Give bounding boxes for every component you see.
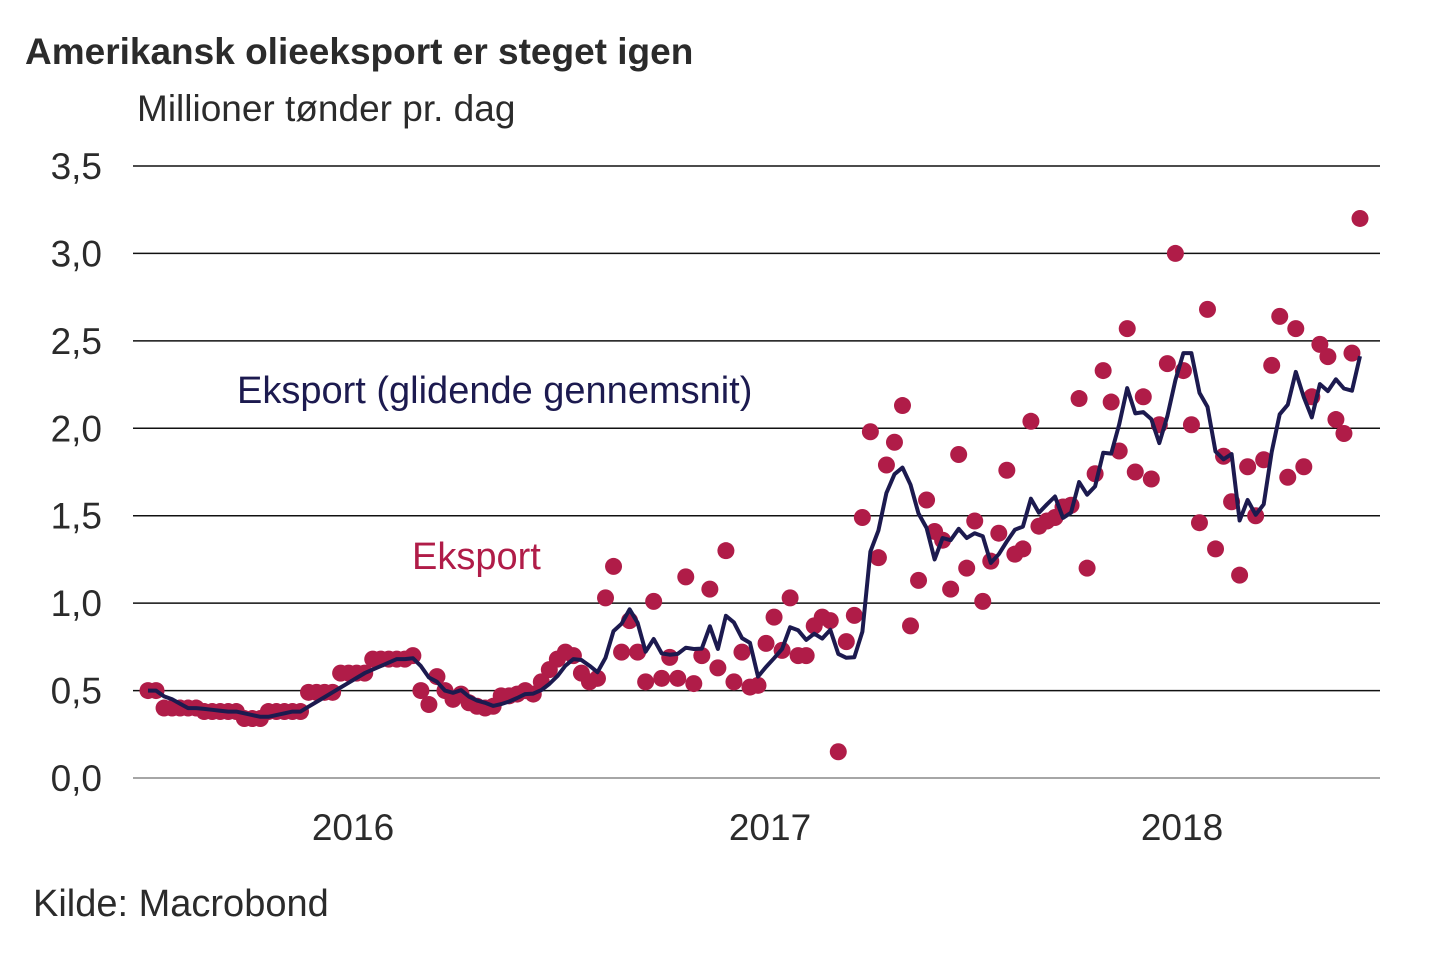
x-tick-label: 2017 [729, 807, 811, 848]
y-tick-label: 2,0 [51, 408, 102, 449]
export-dot [837, 633, 855, 651]
export-dot [597, 589, 615, 607]
export-dot [821, 612, 839, 630]
export-dot [1343, 344, 1361, 362]
export-dot [749, 676, 767, 694]
export-dot [1014, 540, 1032, 558]
export-dot [717, 542, 735, 560]
export-dot [1295, 458, 1313, 476]
export-dot [669, 669, 687, 687]
export-dot [420, 696, 438, 714]
y-tick-label: 2,5 [51, 321, 102, 362]
x-tick-label: 2016 [312, 807, 394, 848]
export-dot [893, 397, 911, 415]
export-dot [645, 592, 663, 610]
export-dot [942, 580, 960, 598]
export-dot [950, 446, 968, 464]
export-dot [877, 456, 895, 474]
export-dot [966, 512, 984, 530]
export-dot [588, 669, 606, 687]
export-dot [1102, 393, 1120, 411]
export-dot [1239, 458, 1257, 476]
export-dot [1351, 209, 1369, 227]
export-dot [990, 524, 1008, 542]
export-dot [1134, 388, 1152, 406]
export-dot [693, 647, 711, 665]
export-dot [1190, 514, 1208, 532]
export-dot [781, 589, 799, 607]
y-tick-label: 1,5 [51, 496, 102, 537]
export-dot [653, 669, 671, 687]
export-dot [733, 643, 751, 661]
export-dot [1271, 307, 1289, 325]
export-dot [1094, 362, 1112, 380]
export-dot [709, 659, 727, 677]
export-dot [765, 608, 783, 626]
export-dot [853, 508, 871, 526]
y-tick-label: 0,5 [51, 671, 102, 712]
export-dot [1287, 320, 1305, 338]
source-note: Kilde: Macrobond [33, 883, 329, 925]
export-dot [902, 617, 920, 635]
export-dot [629, 643, 647, 661]
export-dot [1022, 412, 1040, 430]
export-dot [412, 682, 430, 700]
export-dot [885, 433, 903, 451]
export-dot [1335, 425, 1353, 443]
y-axis-label: Millioner tønder pr. dag [137, 88, 515, 129]
export-dot [677, 568, 695, 586]
export-dot [1166, 244, 1184, 262]
export-dot [1319, 348, 1337, 366]
export-dot [701, 580, 719, 598]
export-dot [1118, 320, 1136, 338]
export-dot [958, 559, 976, 577]
export-dot [845, 606, 863, 624]
export-dot [829, 743, 847, 761]
export-dot [637, 673, 655, 691]
y-tick-label: 1,0 [51, 583, 102, 624]
x-tick-label: 2018 [1141, 807, 1223, 848]
y-tick-label: 3,0 [51, 233, 102, 274]
y-tick-label: 0,0 [51, 758, 102, 799]
export-dot [910, 571, 928, 589]
export-dot [661, 648, 679, 666]
export-dot [1311, 335, 1329, 353]
x-ticks: 2016 2017 2018 [312, 807, 1223, 848]
export-dot [1158, 355, 1176, 373]
export-dot [1198, 300, 1216, 318]
export-dot [1207, 540, 1225, 558]
export-dot [1142, 470, 1160, 488]
export-dot [1231, 566, 1249, 584]
export-dot [998, 461, 1016, 479]
export-dot [1279, 468, 1297, 486]
export-dot [797, 647, 815, 665]
export-dot [757, 634, 775, 652]
y-ticks: 0,0 0,5 1,0 1,5 2,0 2,5 3,0 3,5 [51, 146, 102, 799]
export-dot [974, 592, 992, 610]
dot-series-label: Eksport [412, 536, 541, 578]
export-dot [861, 423, 879, 441]
export-dots [139, 209, 1369, 761]
export-dot [869, 549, 887, 567]
export-dot [605, 557, 623, 575]
export-dot [1182, 416, 1200, 434]
chart-title: Amerikansk olieeksport er steget igen [25, 31, 693, 72]
export-dot [1327, 411, 1345, 429]
export-dot [1126, 463, 1144, 481]
export-dot [918, 491, 936, 509]
line-series-label: Eksport (glidende gennemsnit) [237, 370, 752, 412]
export-dot [725, 673, 743, 691]
export-dot [1078, 559, 1096, 577]
export-dot [1070, 390, 1088, 408]
export-dot [1263, 356, 1281, 374]
export-dot [685, 675, 703, 693]
moving-average-line [148, 351, 1362, 719]
export-dot [613, 643, 631, 661]
export-dot [1215, 447, 1233, 465]
y-tick-label: 3,5 [51, 146, 102, 187]
